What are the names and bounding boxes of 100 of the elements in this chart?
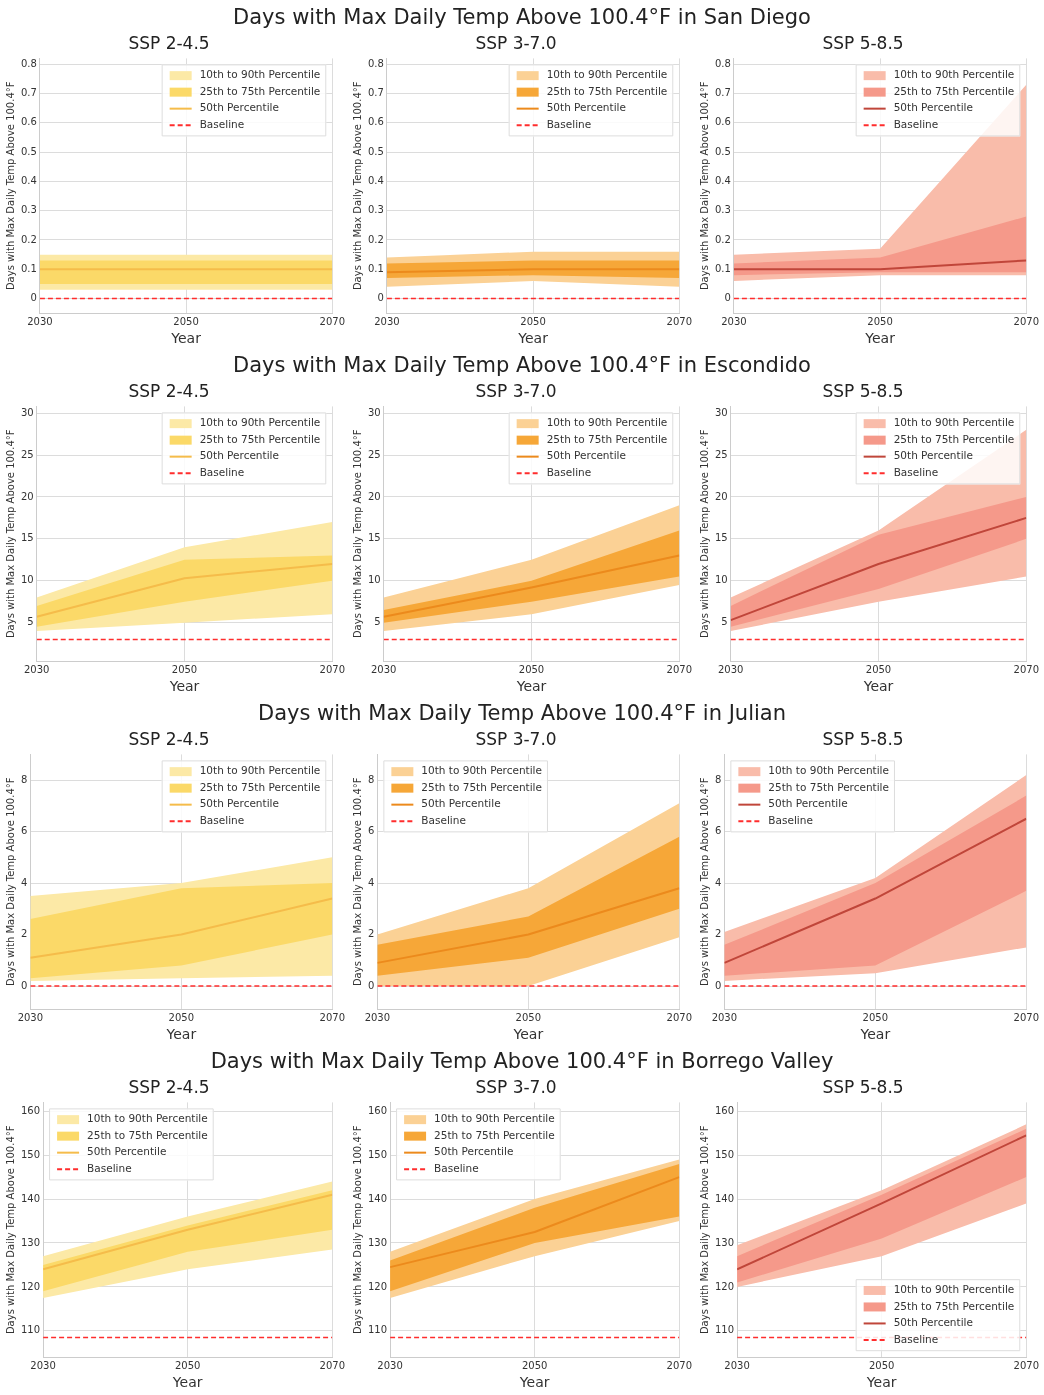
x-tick-label: 2070 [319,1359,345,1371]
x-tick-label: 2030 [371,663,397,675]
legend-label: 50th Percentile [199,797,279,810]
x-tick-label: 2030 [718,663,744,675]
y-tick-label: 110 [714,1324,735,1336]
y-tick-label: 8 [714,773,722,785]
y-tick-label: 0 [367,979,375,991]
legend-label: Baseline [893,117,939,130]
y-tick-label: 6 [367,825,375,837]
y-tick-label: 15 [367,532,381,544]
legend-label: 50th Percentile [893,449,973,462]
y-tick-label: 160 [714,1104,735,1116]
y-tick-label: 0.8 [21,57,37,69]
x-tick-label: 2070 [1013,315,1039,327]
x-axis-title: Year [862,678,894,695]
x-axis-title: Year [515,678,547,695]
y-tick-label: 5 [27,616,34,628]
y-tick-label: 150 [714,1148,735,1160]
legend-label: 25th to 75th Percentile [546,432,668,445]
x-tick-label: 2050 [868,1359,895,1371]
y-tick-label: 0.3 [715,204,731,216]
y-tick-label: 0 [714,979,722,991]
y-tick-label: 25 [20,448,34,460]
legend-label: Baseline [768,813,813,826]
chart-subtitle: SSP 3-7.0 [475,380,557,401]
y-tick-label: 140 [367,1192,388,1204]
x-tick-label: 2050 [171,663,198,675]
y-tick-label: 5 [374,616,381,628]
y-tick-label: 0.5 [368,145,384,157]
legend-label: 10th to 90th Percentile [546,416,668,429]
legend-label: 50th Percentile [199,449,279,462]
y-tick-label: 0.5 [21,145,37,157]
legend-label: Baseline [199,465,245,478]
y-axis-title: Days with Max Daily Temp Above 100.4°F [351,429,363,639]
chart-subtitle: SSP 2-4.5 [128,32,210,53]
x-tick-label: 2050 [518,663,545,675]
y-tick-label: 0.2 [21,233,37,245]
x-tick-label: 2030 [724,1359,750,1371]
x-axis-title: Year [512,1026,544,1043]
y-tick-label: 0.4 [715,175,731,186]
legend-label: 10th to 90th Percentile [893,1283,1015,1296]
legend-label: 50th Percentile [434,1145,514,1158]
y-tick-label: 20 [714,490,728,502]
y-tick-label: 140 [20,1192,41,1204]
ref-line-label: Baseline [893,1332,939,1345]
y-tick-label: 6 [20,825,28,837]
x-tick-label: 2030 [374,315,400,327]
x-axis-title: Year [864,330,896,347]
legend-label: 50th Percentile [421,797,501,810]
y-tick-label: 0 [377,292,384,304]
y-tick-label: 120 [20,1280,41,1292]
x-tick-label: 2070 [1013,1011,1039,1023]
y-tick-label: 30 [367,406,381,418]
x-tick-label: 2030 [377,1359,403,1371]
text: Days with Max Daily Temp Above 100.4°F in Julian [257,700,787,727]
chart-subtitle: SSP 2-4.5 [128,728,210,749]
y-tick-label: 120 [714,1280,735,1292]
y-tick-label: 120 [367,1280,388,1292]
chart-subtitle: SSP 3-7.0 [475,32,557,53]
y-axis-title: Days with Max Daily Temp Above 100.4°F [351,1125,363,1335]
x-tick-label: 2050 [515,1011,542,1023]
y-tick-label: 25 [367,448,381,460]
y-tick-label: 0 [20,979,28,991]
y-tick-label: 160 [20,1104,41,1116]
y-tick-label: 4 [20,876,28,888]
y-tick-label: 10 [714,574,728,586]
y-tick-label: 0.3 [21,204,37,216]
legend-label: 25th to 75th Percentile [893,432,1015,445]
legend-label: 10th to 90th Percentile [434,1112,555,1125]
x-tick-label: 2070 [666,315,692,327]
legend-label: 10th to 90th Percentile [199,764,321,777]
legend-label: Baseline [434,1161,479,1174]
legend-label: 25th to 75th Percentile [199,432,321,445]
legend-label: Baseline [893,465,939,478]
y-axis-title: Days with Max Daily Temp Above 100.4°F [698,1125,710,1335]
x-tick-label: 2050 [862,1011,889,1023]
x-tick-label: 2050 [173,315,199,327]
y-tick-label: 0.1 [715,262,731,274]
x-axis-title: Year [168,678,200,695]
legend-label: 50th Percentile [546,449,626,462]
y-tick-label: 110 [367,1324,388,1336]
y-tick-label: 0 [30,292,37,304]
y-tick-label: 0.4 [21,175,37,186]
y-tick-label: 0.7 [21,87,37,99]
x-tick-label: 2030 [721,315,747,327]
legend-label: 25th to 75th Percentile [546,84,668,97]
y-tick-label: 150 [20,1148,41,1160]
legend-label: 50th Percentile [893,101,973,114]
x-tick-label: 2030 [17,1011,44,1023]
legend-label: 25th to 75th Percentile [87,1128,208,1141]
x-tick-label: 2070 [1013,663,1039,675]
y-axis-title: Days with Max Daily Temp Above 100.4°F [698,429,710,639]
y-tick-label: 130 [20,1236,41,1248]
legend-label: 50th Percentile [893,1316,973,1329]
y-tick-label: 15 [20,532,34,544]
y-tick-label: 0.5 [715,145,731,157]
legend-label: 25th to 75th Percentile [421,780,542,793]
x-axis-title: Year [865,1374,897,1391]
y-axis-title: Days with Max Daily Temp Above 100.4°F [4,81,16,291]
chart-subtitle: SSP 5-8.5 [822,32,904,53]
